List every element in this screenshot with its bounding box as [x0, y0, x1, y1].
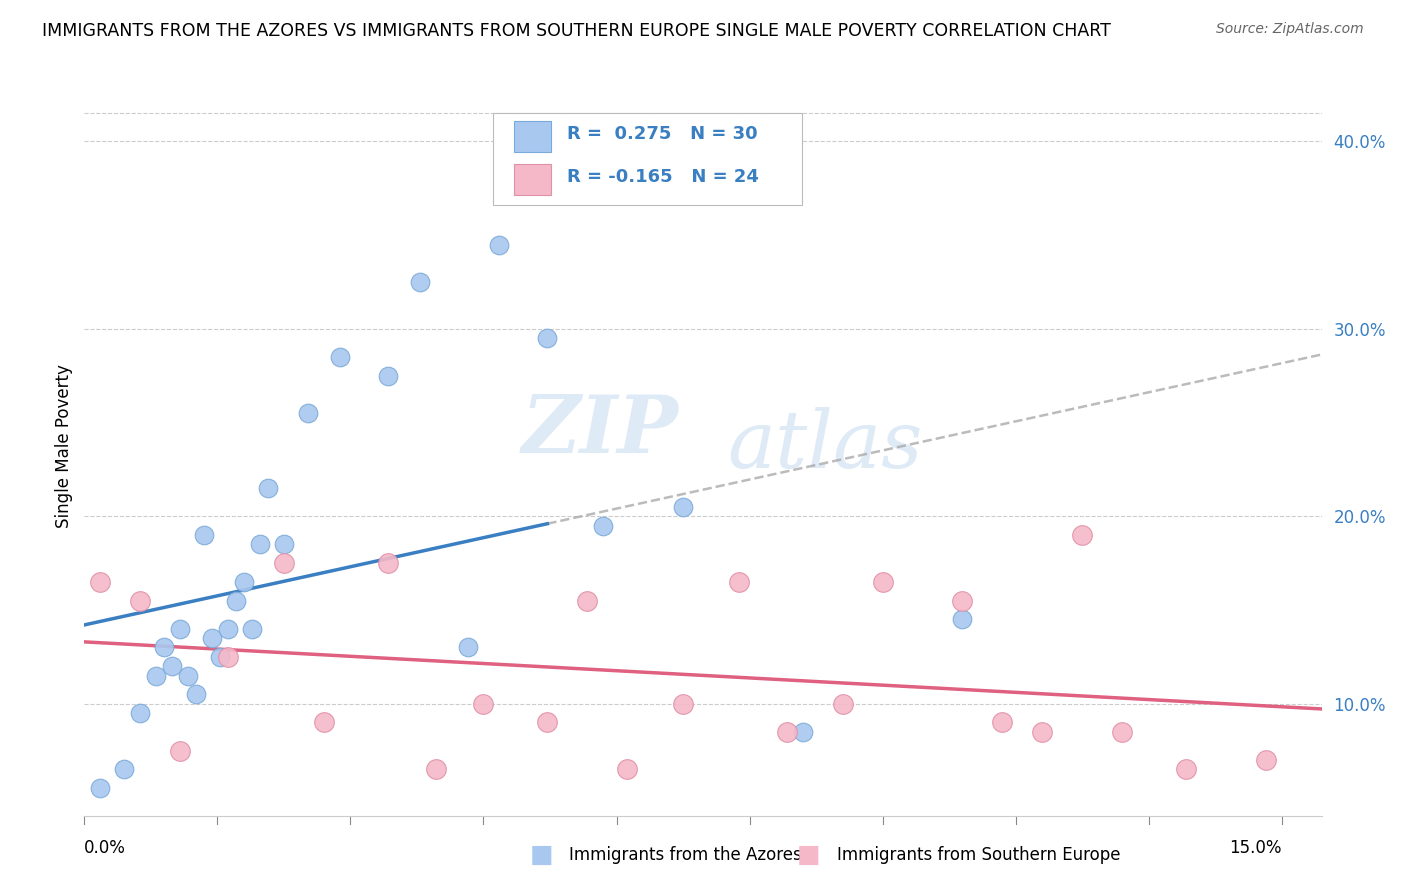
Point	[184, 687, 207, 701]
Point	[145, 668, 167, 682]
Text: IMMIGRANTS FROM THE AZORES VS IMMIGRANTS FROM SOUTHERN EUROPE SINGLE MALE POVERT: IMMIGRANTS FROM THE AZORES VS IMMIGRANTS…	[42, 22, 1111, 40]
Point	[1174, 762, 1197, 776]
Point	[129, 593, 152, 607]
Point	[193, 528, 215, 542]
Point	[209, 649, 232, 664]
Point	[1071, 528, 1094, 542]
Text: R = -0.165   N = 24: R = -0.165 N = 24	[567, 168, 759, 186]
Text: ZIP: ZIP	[522, 392, 678, 470]
Point	[89, 780, 111, 795]
Point	[257, 481, 280, 495]
Point	[672, 697, 695, 711]
Point	[576, 593, 599, 607]
Text: 0.0%: 0.0%	[84, 838, 127, 856]
Point	[672, 500, 695, 514]
Text: atlas: atlas	[728, 408, 924, 484]
Point	[312, 715, 335, 730]
Point	[112, 762, 135, 776]
Point	[273, 556, 295, 570]
Point	[89, 574, 111, 589]
Point	[273, 537, 295, 551]
Point	[329, 350, 352, 364]
Point	[1254, 753, 1277, 767]
Point	[225, 593, 247, 607]
Point	[592, 518, 614, 533]
Text: ■: ■	[530, 843, 553, 866]
Point	[991, 715, 1014, 730]
Point	[536, 715, 558, 730]
Point	[536, 331, 558, 345]
Point	[408, 275, 430, 289]
Point	[297, 406, 319, 420]
Point	[457, 640, 479, 655]
Point	[792, 724, 814, 739]
Point	[201, 631, 224, 645]
Point	[240, 622, 263, 636]
Point	[177, 668, 200, 682]
Point	[831, 697, 853, 711]
Y-axis label: Single Male Poverty: Single Male Poverty	[55, 364, 73, 528]
Point	[160, 659, 183, 673]
Point	[377, 368, 399, 383]
Point	[952, 612, 974, 626]
Point	[728, 574, 751, 589]
Point	[169, 743, 191, 757]
Text: 15.0%: 15.0%	[1229, 838, 1282, 856]
Point	[249, 537, 271, 551]
Point	[153, 640, 176, 655]
Point	[472, 697, 495, 711]
Text: Immigrants from the Azores: Immigrants from the Azores	[569, 846, 803, 863]
Text: Immigrants from Southern Europe: Immigrants from Southern Europe	[837, 846, 1121, 863]
Text: Source: ZipAtlas.com: Source: ZipAtlas.com	[1216, 22, 1364, 37]
Point	[217, 622, 239, 636]
Point	[488, 237, 510, 252]
FancyBboxPatch shape	[513, 164, 551, 195]
Point	[169, 622, 191, 636]
Point	[233, 574, 256, 589]
Point	[425, 762, 447, 776]
FancyBboxPatch shape	[513, 121, 551, 152]
Point	[377, 556, 399, 570]
FancyBboxPatch shape	[492, 112, 801, 205]
Point	[616, 762, 638, 776]
Text: ■: ■	[797, 843, 820, 866]
Text: R =  0.275   N = 30: R = 0.275 N = 30	[567, 125, 758, 143]
Point	[952, 593, 974, 607]
Point	[776, 724, 799, 739]
Point	[129, 706, 152, 720]
Point	[1111, 724, 1133, 739]
Point	[217, 649, 239, 664]
Point	[1031, 724, 1053, 739]
Point	[872, 574, 894, 589]
